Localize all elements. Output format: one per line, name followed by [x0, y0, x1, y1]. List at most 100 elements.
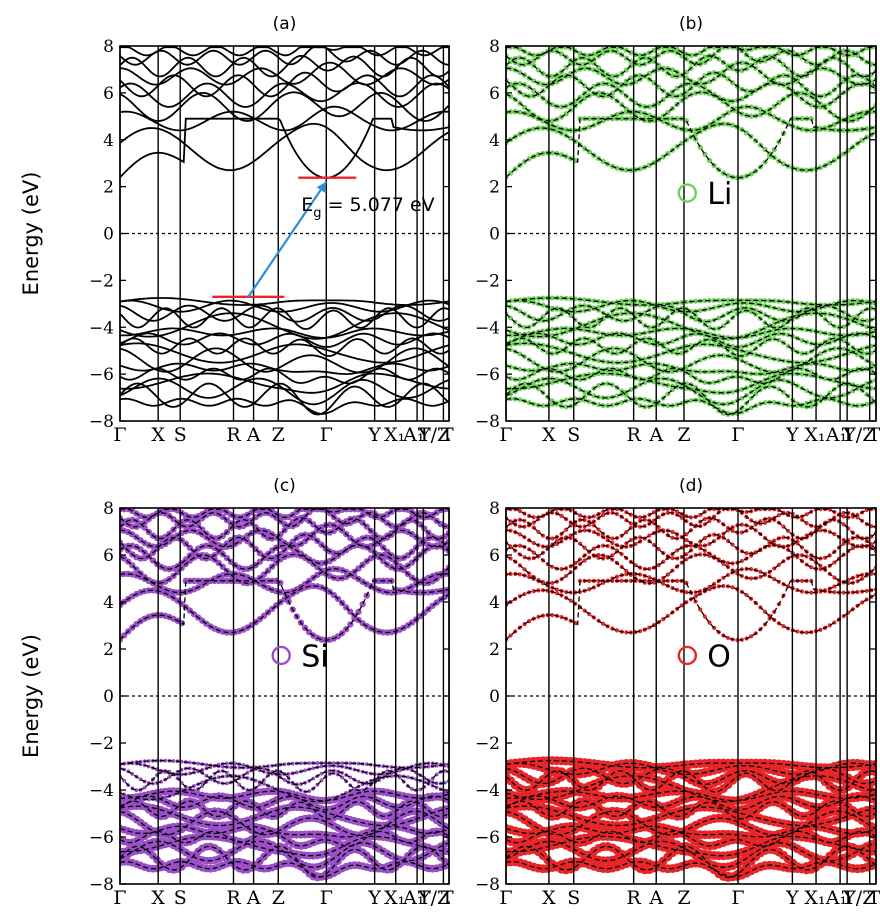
projection-marker — [808, 127, 814, 134]
projection-marker — [730, 389, 736, 395]
projection-marker — [596, 555, 601, 560]
projection-marker — [619, 578, 624, 583]
band-line — [506, 362, 876, 375]
projection-marker — [359, 601, 366, 608]
projection-marker — [739, 387, 745, 392]
projection-marker — [290, 761, 295, 766]
band-line — [506, 46, 876, 66]
projection-marker — [697, 308, 703, 314]
projection-marker — [187, 766, 192, 771]
band-line — [120, 805, 449, 827]
projection-marker — [577, 377, 583, 383]
projection-marker — [818, 361, 823, 367]
projection-marker — [642, 311, 648, 317]
projection-marker — [550, 613, 555, 618]
projection-marker — [531, 588, 536, 594]
projection-marker — [596, 349, 601, 355]
y-tick-label: 6 — [103, 546, 114, 566]
projection-marker — [220, 764, 225, 769]
band-line — [120, 845, 449, 879]
projection-marker — [730, 308, 736, 314]
band-line — [120, 508, 449, 519]
projection-marker — [669, 93, 676, 99]
projection-marker — [568, 382, 574, 388]
projection-marker — [804, 401, 810, 406]
projection-marker — [200, 780, 205, 785]
projection-marker — [142, 785, 147, 790]
projection-marker — [665, 403, 671, 409]
band-line — [120, 523, 449, 548]
projection-marker — [771, 321, 777, 327]
projection-marker — [827, 336, 833, 342]
projection-marker — [405, 775, 410, 780]
y-tick-label: −4 — [89, 781, 114, 801]
projection-marker — [624, 568, 629, 574]
k-point-label: Z — [272, 887, 285, 909]
panel-title: (a) — [273, 14, 297, 34]
band-line — [506, 367, 876, 385]
projection-marker — [743, 88, 750, 94]
k-point-label: R — [626, 424, 641, 446]
projection-marker — [840, 48, 847, 54]
projection-marker — [762, 58, 768, 64]
projection-marker — [831, 312, 837, 318]
projection-marker — [808, 102, 814, 108]
legend-label: Si — [301, 639, 328, 674]
projection-marker — [762, 330, 768, 335]
projection-marker — [187, 760, 192, 765]
k-point-label: X₁ — [384, 424, 405, 446]
projection-marker — [507, 93, 514, 100]
y-tick-label: 8 — [489, 37, 500, 57]
projection-marker — [554, 314, 560, 320]
projection-marker — [850, 402, 856, 408]
projection-marker — [614, 351, 620, 357]
projection-marker — [327, 768, 332, 773]
projection-marker — [517, 572, 522, 577]
projection-marker — [794, 166, 801, 172]
projection-marker — [522, 324, 527, 330]
projection-marker — [767, 355, 773, 361]
projection-marker — [609, 402, 615, 408]
projection-marker — [688, 398, 694, 404]
projection-marker — [549, 380, 555, 386]
projection-marker — [729, 122, 736, 128]
projection-marker — [725, 110, 731, 116]
projection-marker — [167, 775, 172, 779]
y-tick-label: −2 — [89, 271, 114, 291]
projection-marker — [822, 92, 828, 99]
k-point-label: X — [151, 887, 165, 909]
projection-marker — [642, 299, 648, 305]
band-line — [120, 297, 449, 306]
projection-marker — [795, 629, 800, 634]
projection-marker — [614, 393, 620, 399]
projection-marker — [688, 52, 694, 58]
projection-marker — [674, 116, 680, 122]
projection-marker — [762, 400, 768, 406]
projection-marker — [582, 297, 588, 303]
projection-marker — [720, 303, 726, 308]
projection-marker — [818, 310, 823, 316]
projection-marker — [581, 65, 588, 71]
k-point-label: R — [226, 887, 241, 909]
projection-marker — [716, 315, 722, 321]
projection-marker — [730, 345, 736, 351]
projection-marker — [225, 781, 229, 786]
projection-marker — [675, 578, 680, 583]
band-line — [120, 759, 449, 769]
band-line — [506, 398, 876, 415]
projection-marker — [730, 354, 736, 360]
projection-marker — [693, 298, 699, 304]
plot-area — [506, 46, 876, 417]
projection-marker — [563, 397, 569, 403]
y-tick-label: 2 — [103, 178, 114, 198]
band-line — [506, 91, 876, 122]
projection-marker — [628, 298, 634, 304]
projection-marker — [674, 124, 680, 131]
projection-marker — [725, 560, 731, 566]
projection-marker — [559, 566, 564, 572]
projection-marker — [651, 361, 657, 367]
projection-marker — [577, 50, 583, 56]
band-gap-label: Eg = 5.077 eV — [301, 194, 434, 221]
projection-marker — [767, 314, 773, 320]
